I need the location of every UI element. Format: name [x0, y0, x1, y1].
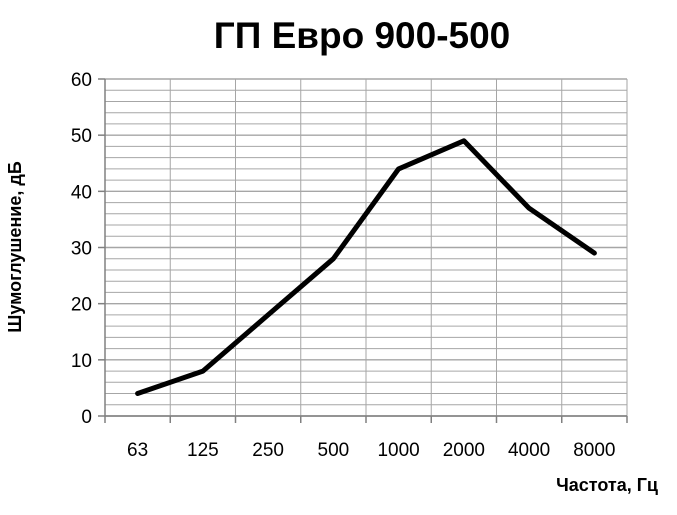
labels: 0 10 20 30 40 50 60 63 125 250 500 1000 2000 4000 8000 [71, 70, 616, 461]
x-tick-label: 8000 [573, 440, 615, 461]
chart-title: ГП Евро 900-500 [214, 15, 511, 56]
y-tick-label: 60 [71, 70, 92, 91]
x-tick-label: 4000 [508, 440, 550, 461]
y-tick-label: 40 [71, 182, 92, 203]
x-axis-title: Частота, Гц [556, 475, 658, 495]
y-tick-label: 10 [71, 351, 92, 372]
x-tick-label: 125 [187, 440, 219, 461]
y-tick-label: 50 [71, 126, 92, 147]
y-tick-label: 20 [71, 295, 92, 316]
x-tick-label: 250 [252, 440, 284, 461]
y-axis-title: Шумоглушение, дБ [5, 161, 25, 333]
x-tick-label: 2000 [443, 440, 485, 461]
y-tick-label: 30 [71, 239, 92, 260]
x-tick-label: 500 [318, 440, 350, 461]
grid [105, 79, 627, 416]
y-tick-label: 0 [81, 407, 92, 428]
x-tick-label: 1000 [377, 440, 419, 461]
x-tick-label: 63 [127, 440, 148, 461]
